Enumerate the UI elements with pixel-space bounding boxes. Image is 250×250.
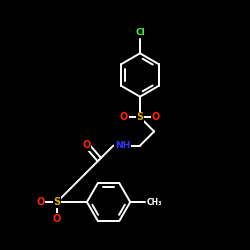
Text: O: O xyxy=(36,197,44,207)
Text: O: O xyxy=(53,214,61,224)
Text: O: O xyxy=(82,140,91,150)
Text: O: O xyxy=(120,112,128,122)
Text: CH₃: CH₃ xyxy=(146,198,162,206)
Text: Cl: Cl xyxy=(135,28,145,37)
Text: O: O xyxy=(152,112,160,122)
Text: NH: NH xyxy=(115,141,130,150)
Text: S: S xyxy=(136,112,143,122)
Text: S: S xyxy=(53,197,60,207)
